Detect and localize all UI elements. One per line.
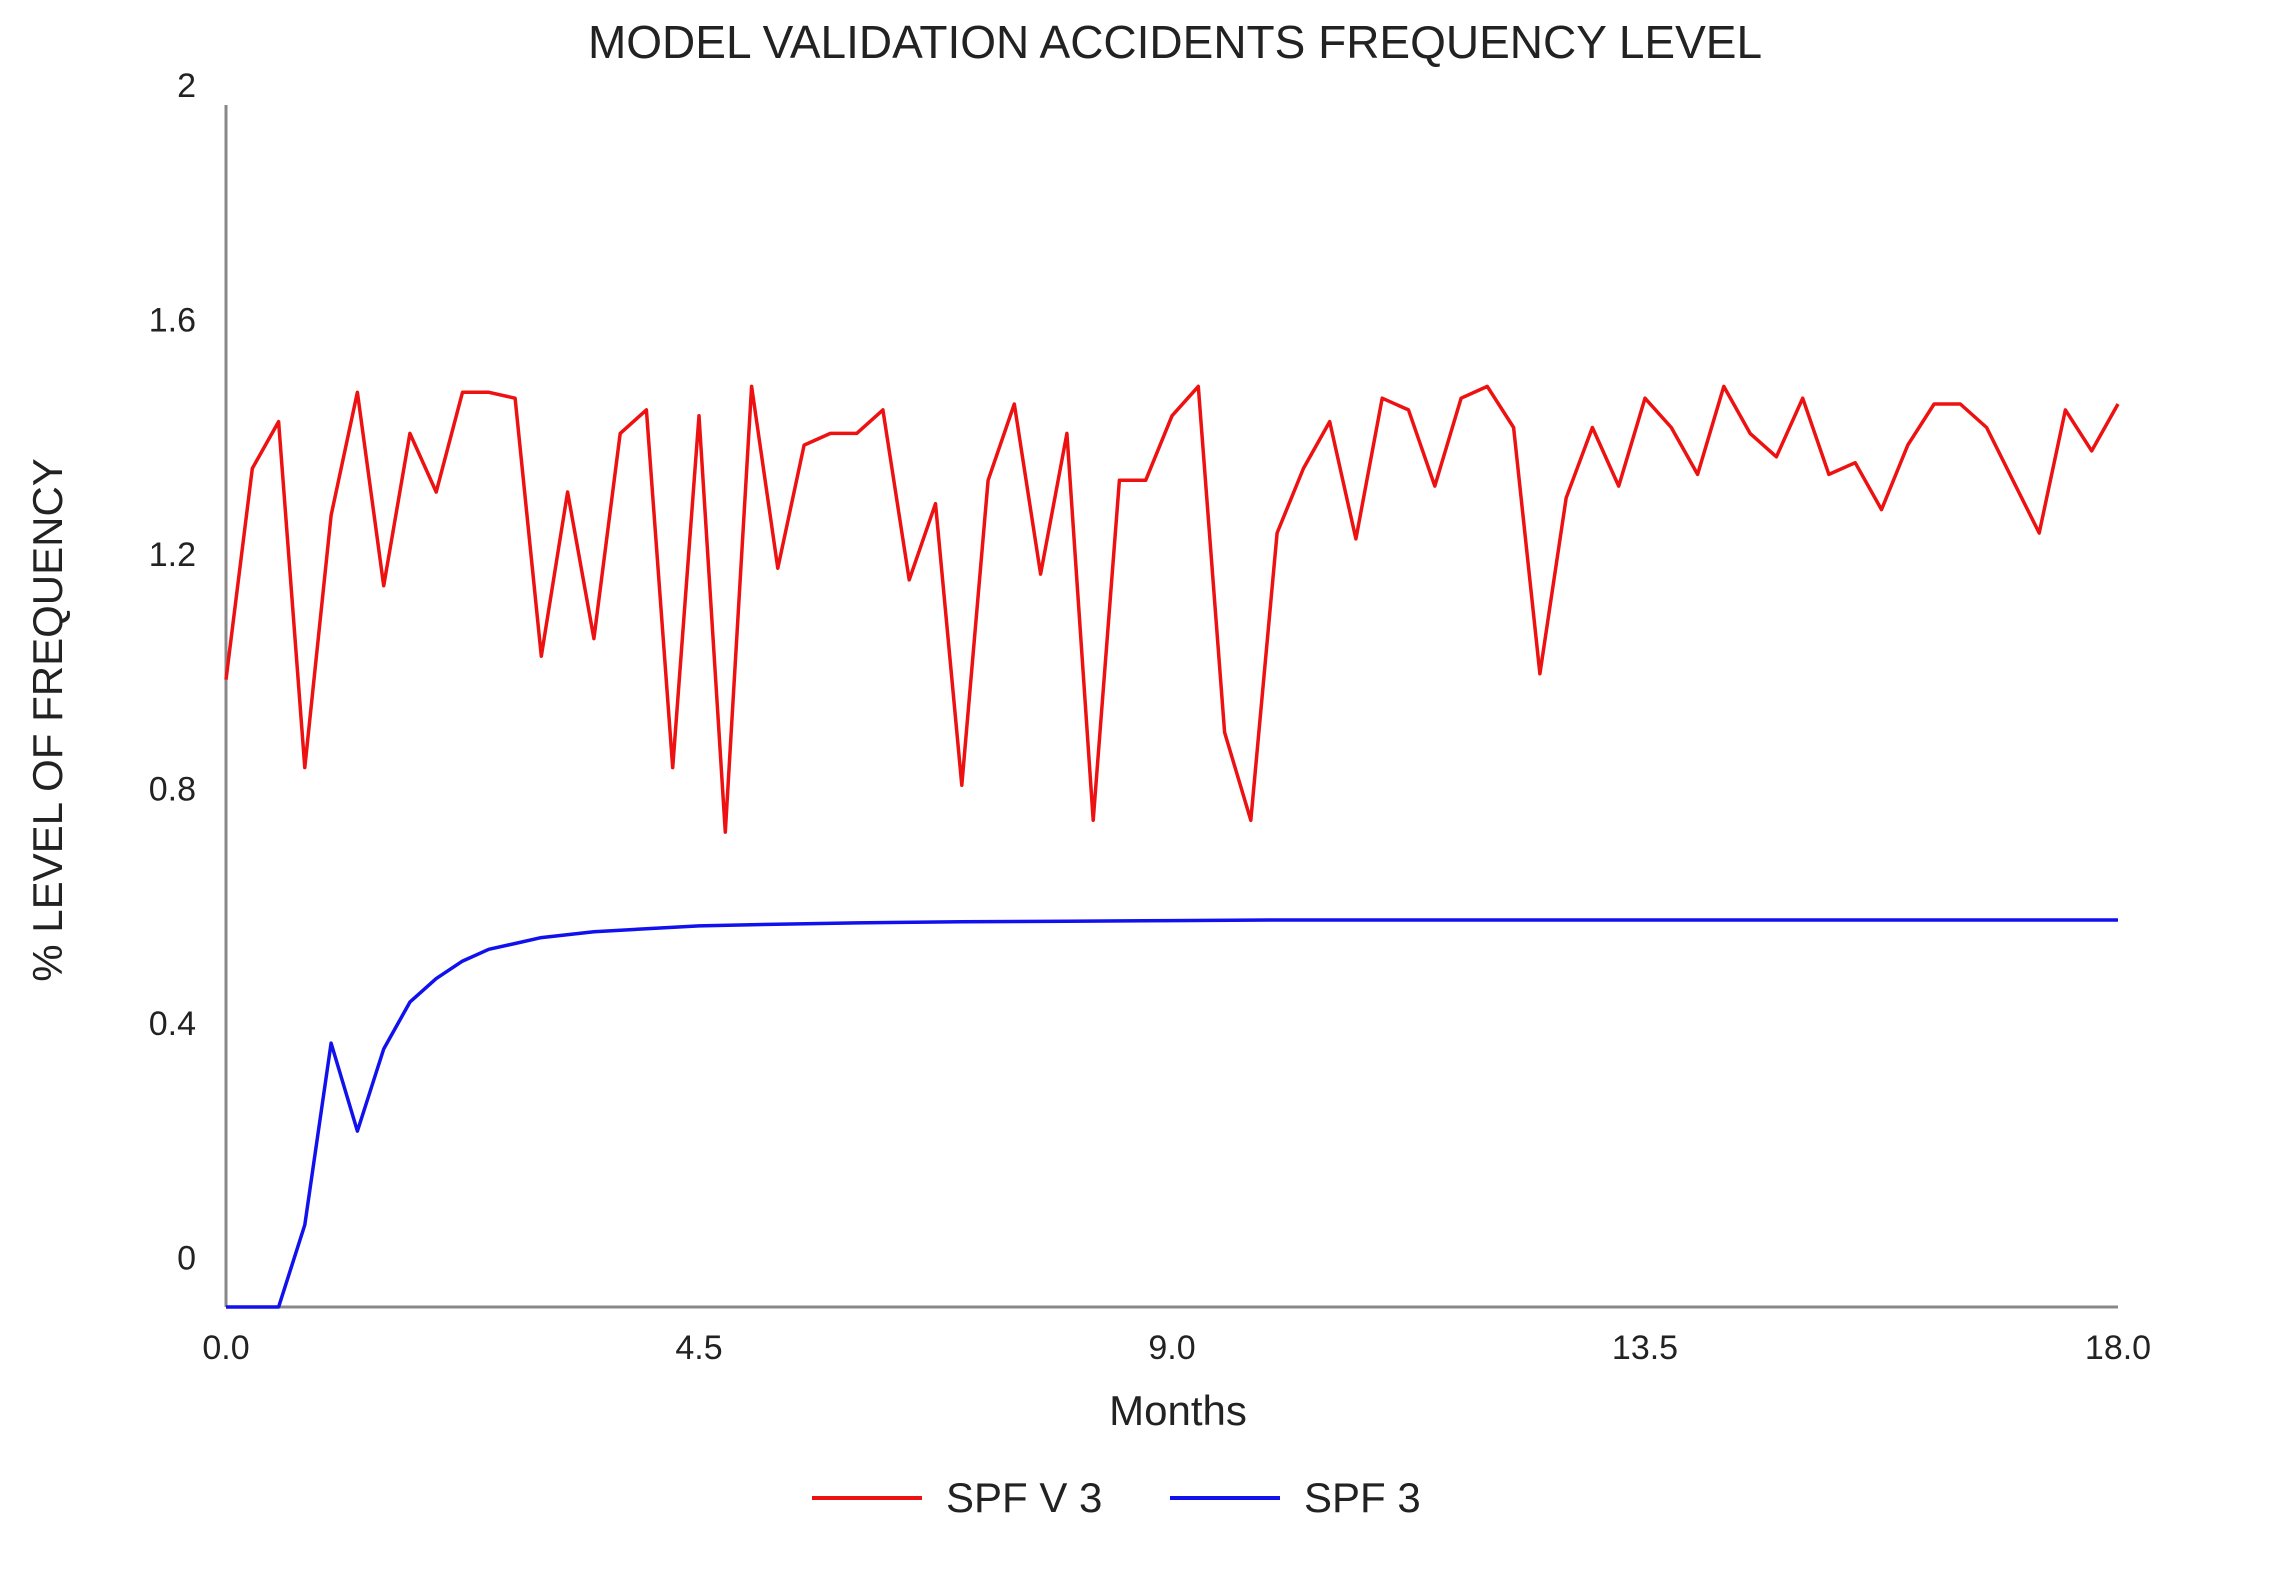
y-axis-ticks: 0 0.4 0.8 1.2 1.6 2 <box>149 67 196 1278</box>
legend-label: SPF V 3 <box>946 1474 1102 1521</box>
x-axis-ticks: 0.0 4.5 9.0 13.5 18.0 <box>202 1329 2151 1367</box>
legend: SPF V 3 SPF 3 <box>812 1474 1421 1521</box>
x-tick-label: 18.0 <box>2085 1329 2151 1367</box>
x-tick-label: 13.5 <box>1612 1329 1678 1367</box>
y-axis-label: % LEVEL OF FREQUENCY <box>24 458 71 982</box>
y-tick-label: 0.4 <box>149 1005 196 1043</box>
series-layer <box>224 384 2120 1309</box>
x-tick-label: 0.0 <box>202 1329 249 1367</box>
y-tick-label: 2 <box>177 67 196 105</box>
series-line-spf-3 <box>226 918 2118 1309</box>
y-tick-label: 1.6 <box>149 302 196 340</box>
legend-label: SPF 3 <box>1304 1474 1421 1521</box>
y-tick-label: 0 <box>177 1240 196 1278</box>
x-tick-label: 9.0 <box>1148 1329 1195 1367</box>
y-tick-label: 1.2 <box>149 536 196 574</box>
y-tick-label: 0.8 <box>149 771 196 809</box>
chart-title: MODEL VALIDATION ACCIDENTS FREQUENCY LEV… <box>588 16 1762 68</box>
x-tick-label: 4.5 <box>675 1329 722 1367</box>
series-line-spf-v-3 <box>224 384 2120 834</box>
x-axis-label: Months <box>1109 1387 1247 1434</box>
